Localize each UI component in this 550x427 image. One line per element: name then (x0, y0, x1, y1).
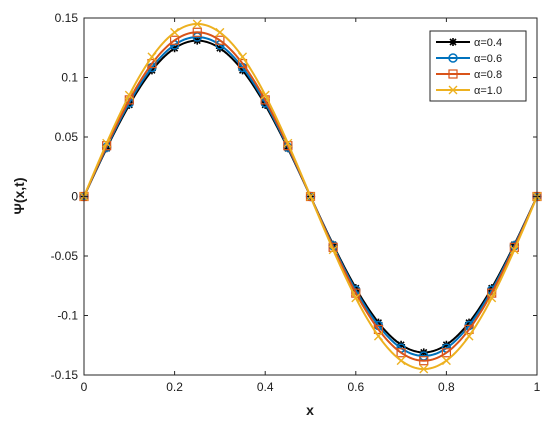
legend-label: α=0.4 (474, 37, 502, 49)
data-point (487, 284, 496, 293)
data-point (419, 356, 429, 366)
legend-marker (448, 53, 458, 63)
data-point (441, 348, 451, 358)
data-point (215, 35, 225, 45)
data-point (124, 90, 134, 100)
data-point (396, 356, 406, 366)
data-point (147, 52, 157, 62)
data-point (373, 331, 383, 341)
y-tick-label: 0 (71, 190, 78, 204)
x-tick-label: 0.2 (166, 380, 183, 394)
x-tick-label: 1 (534, 380, 541, 394)
legend-marker (448, 69, 458, 79)
x-tick-label: 0 (81, 380, 88, 394)
data-point (464, 331, 474, 341)
data-point (283, 138, 293, 148)
data-point (261, 100, 270, 109)
x-tick-label: 0.4 (257, 380, 274, 394)
data-point (170, 27, 180, 37)
data-point (102, 138, 112, 148)
data-point (328, 245, 338, 255)
data-point (441, 356, 451, 366)
data-point (509, 245, 519, 255)
data-point (465, 318, 474, 327)
data-point (238, 52, 248, 62)
legend-marker (448, 85, 458, 95)
data-point (170, 35, 180, 45)
data-point (396, 348, 406, 358)
y-tick-label: 0.05 (55, 130, 79, 144)
data-point (238, 66, 247, 75)
data-point (260, 90, 270, 100)
legend-marker (449, 38, 457, 46)
legend-label: α=0.8 (474, 69, 502, 81)
y-axis-label: Ψ(x,t) (11, 178, 27, 215)
y-tick-label: 0.1 (61, 71, 78, 85)
series-layer (79, 19, 542, 374)
data-point (419, 364, 429, 374)
data-point (215, 27, 225, 37)
x-tick-label: 0.6 (347, 380, 364, 394)
ticks-layer: 0 0.2 0.4 0.6 0.8 1 -0.15 -0.1 -0.05 0 0.05 0.1 0.15 (51, 11, 541, 394)
x-axis-label: x (306, 402, 314, 418)
data-point (306, 192, 315, 201)
data-point (351, 293, 361, 303)
y-tick-label: 0.15 (55, 11, 79, 25)
data-point (351, 284, 360, 293)
data-point (147, 66, 156, 75)
x-tick-label: 0.8 (438, 380, 455, 394)
data-point (305, 191, 316, 202)
data-point (125, 100, 134, 109)
y-tick-label: -0.05 (51, 249, 79, 263)
data-point (374, 318, 383, 327)
y-tick-label: -0.15 (51, 368, 79, 382)
legend-label: α=1.0 (474, 85, 502, 97)
data-point (192, 27, 202, 37)
legend-label: α=0.6 (474, 53, 502, 65)
legend: α=0.4 α=0.6 α=0.8 α=1.0 (429, 30, 527, 102)
y-tick-label: -0.1 (57, 309, 78, 323)
data-point (487, 293, 497, 303)
data-point (192, 19, 202, 29)
